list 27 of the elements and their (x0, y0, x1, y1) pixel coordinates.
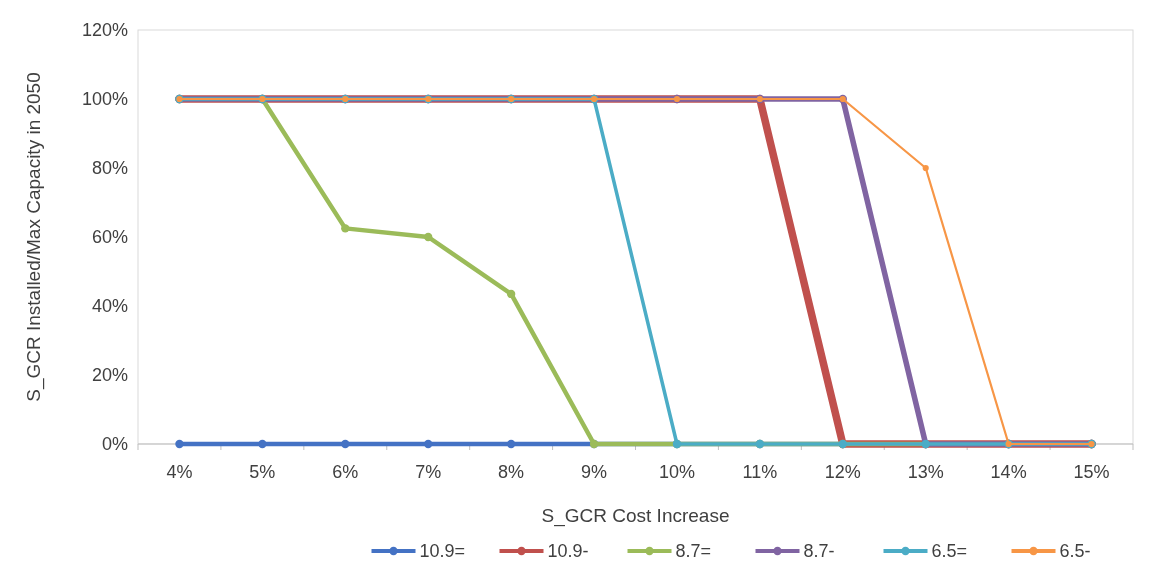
x-tick-label: 9% (581, 462, 608, 482)
x-tick-label: 12% (824, 462, 861, 482)
y-tick-label: 60% (91, 227, 128, 248)
x-tick-label: 4% (166, 462, 193, 482)
y-tick-label: 100% (81, 89, 128, 110)
y-tick-label: 20% (91, 365, 128, 386)
legend-label: 8.7= (675, 541, 712, 562)
legend-label: 10.9- (547, 541, 589, 562)
legend-label: 8.7- (803, 541, 835, 562)
x-axis-title: S_GCR Cost Increase (541, 505, 730, 527)
x-tick-label: 8% (498, 462, 525, 482)
y-axis-title: S_GCR Installed/Max Capacity in 2050 (23, 72, 45, 402)
x-tick-label: 14% (990, 462, 1027, 482)
legend-label: 10.9= (419, 541, 466, 562)
x-tick-label: 13% (907, 462, 944, 482)
y-tick-label: 40% (91, 296, 128, 317)
x-tick-label: 15% (1073, 462, 1110, 482)
legend-label: 6.5- (1059, 541, 1091, 562)
x-tick-label: 11% (742, 462, 778, 482)
x-tick-label: 5% (249, 462, 276, 482)
legend-label: 6.5= (931, 541, 968, 562)
x-tick-label: 6% (332, 462, 359, 482)
x-tick-label: 7% (415, 462, 442, 482)
y-tick-label: 0% (101, 434, 128, 455)
x-tick-label: 10% (658, 462, 695, 482)
y-tick-label: 120% (81, 20, 128, 41)
y-tick-label: 80% (91, 158, 128, 179)
